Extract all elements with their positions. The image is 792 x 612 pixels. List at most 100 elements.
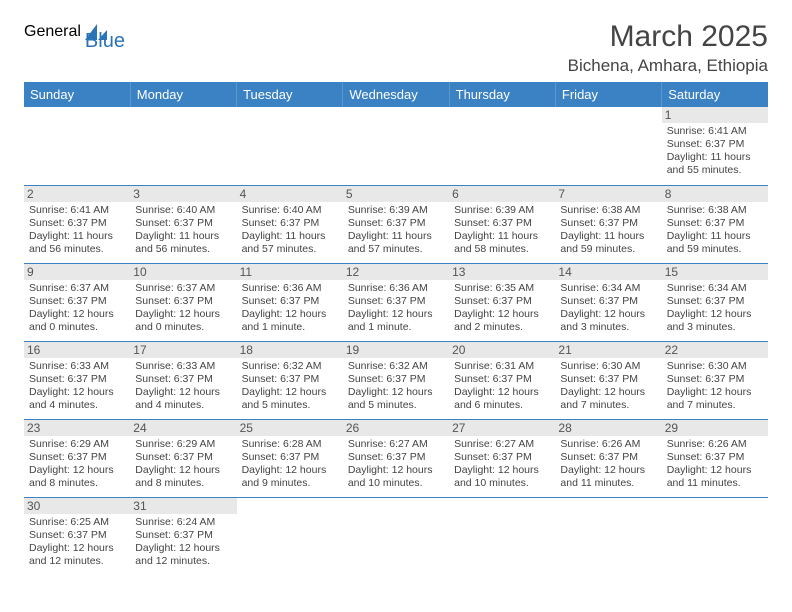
day-number: 22: [662, 342, 768, 358]
calendar-body: 1Sunrise: 6:41 AMSunset: 6:37 PMDaylight…: [24, 107, 768, 575]
day-info: Sunrise: 6:30 AMSunset: 6:37 PMDaylight:…: [667, 360, 763, 413]
calendar-cell: [449, 107, 555, 185]
day-number: 25: [237, 420, 343, 436]
calendar-table: Sunday Monday Tuesday Wednesday Thursday…: [24, 82, 768, 575]
logo: General Blue: [24, 20, 151, 43]
sunset-text: Sunset: 6:37 PM: [242, 295, 338, 308]
day-number: 10: [130, 264, 236, 280]
calendar-cell: 21Sunrise: 6:30 AMSunset: 6:37 PMDayligh…: [555, 341, 661, 419]
calendar-cell: 29Sunrise: 6:26 AMSunset: 6:37 PMDayligh…: [662, 419, 768, 497]
sunset-text: Sunset: 6:37 PM: [454, 295, 550, 308]
sunset-text: Sunset: 6:37 PM: [348, 295, 444, 308]
calendar-cell: 31 Sunrise: 6:24 AMSunset: 6:37 PMDayligh…: [130, 497, 236, 575]
daylight-text: Daylight: 12 hours and 10 minutes.: [454, 464, 550, 490]
daylight-text: Daylight: 12 hours and 5 minutes.: [348, 386, 444, 412]
day-info: Sunrise: 6:32 AMSunset: 6:37 PMDaylight:…: [242, 360, 338, 413]
sunset-text: Sunset: 6:37 PM: [667, 217, 763, 230]
sunrise-text: Sunrise: 6:27 AM: [348, 438, 444, 451]
day-info: Sunrise: 6:24 AMSunset: 6:37 PMDaylight:…: [135, 516, 231, 569]
day-number: 29: [662, 420, 768, 436]
sunrise-text: Sunrise: 6:36 AM: [348, 282, 444, 295]
calendar-cell: [343, 497, 449, 575]
calendar-cell: [237, 107, 343, 185]
calendar-cell: 12Sunrise: 6:36 AMSunset: 6:37 PMDayligh…: [343, 263, 449, 341]
daylight-text: Daylight: 12 hours and 12 minutes.: [29, 542, 125, 568]
weekday-header: Wednesday: [343, 82, 449, 107]
day-number: 18: [237, 342, 343, 358]
daylight-text: Daylight: 11 hours and 58 minutes.: [454, 230, 550, 256]
calendar-cell: 1Sunrise: 6:41 AMSunset: 6:37 PMDaylight…: [662, 107, 768, 185]
day-info: Sunrise: 6:38 AMSunset: 6:37 PMDaylight:…: [667, 204, 763, 257]
sunrise-text: Sunrise: 6:37 AM: [135, 282, 231, 295]
weekday-header: Thursday: [449, 82, 555, 107]
day-info: Sunrise: 6:39 AMSunset: 6:37 PMDaylight:…: [348, 204, 444, 257]
daylight-text: Daylight: 12 hours and 1 minute.: [348, 308, 444, 334]
header: General Blue March 2025 Bichena, Amhara,…: [24, 20, 768, 76]
daylight-text: Daylight: 12 hours and 8 minutes.: [29, 464, 125, 490]
day-info: Sunrise: 6:34 AMSunset: 6:37 PMDaylight:…: [667, 282, 763, 335]
daylight-text: Daylight: 11 hours and 59 minutes.: [560, 230, 656, 256]
day-number: 17: [130, 342, 236, 358]
weekday-header: Saturday: [662, 82, 768, 107]
calendar-cell: [662, 497, 768, 575]
day-info: Sunrise: 6:36 AMSunset: 6:37 PMDaylight:…: [242, 282, 338, 335]
sunset-text: Sunset: 6:37 PM: [135, 217, 231, 230]
day-info: Sunrise: 6:40 AMSunset: 6:37 PMDaylight:…: [135, 204, 231, 257]
calendar-row: 9Sunrise: 6:37 AMSunset: 6:37 PMDaylight…: [24, 263, 768, 341]
sunrise-text: Sunrise: 6:26 AM: [560, 438, 656, 451]
sunrise-text: Sunrise: 6:26 AM: [667, 438, 763, 451]
daylight-text: Daylight: 12 hours and 12 minutes.: [135, 542, 231, 568]
day-info: Sunrise: 6:27 AMSunset: 6:37 PMDaylight:…: [348, 438, 444, 491]
calendar-cell: 13Sunrise: 6:35 AMSunset: 6:37 PMDayligh…: [449, 263, 555, 341]
calendar-cell: 24 Sunrise: 6:29 AMSunset: 6:37 PMDayligh…: [130, 419, 236, 497]
title-block: March 2025 Bichena, Amhara, Ethiopia: [568, 20, 768, 76]
sunrise-text: Sunrise: 6:28 AM: [242, 438, 338, 451]
day-info: Sunrise: 6:37 AMSunset: 6:37 PMDaylight:…: [135, 282, 231, 335]
day-info: Sunrise: 6:35 AMSunset: 6:37 PMDaylight:…: [454, 282, 550, 335]
sunrise-text: Sunrise: 6:37 AM: [29, 282, 125, 295]
sunset-text: Sunset: 6:37 PM: [348, 373, 444, 386]
daylight-text: Daylight: 12 hours and 2 minutes.: [454, 308, 550, 334]
sunrise-text: Sunrise: 6:33 AM: [29, 360, 125, 373]
sunset-text: Sunset: 6:37 PM: [560, 451, 656, 464]
logo-text-general: General: [24, 23, 81, 41]
calendar-cell: 16Sunrise: 6:33 AMSunset: 6:37 PMDayligh…: [24, 341, 130, 419]
sunset-text: Sunset: 6:37 PM: [667, 138, 763, 151]
sunset-text: Sunset: 6:37 PM: [242, 217, 338, 230]
day-info: Sunrise: 6:27 AMSunset: 6:37 PMDaylight:…: [454, 438, 550, 491]
day-info: Sunrise: 6:41 AMSunset: 6:37 PMDaylight:…: [29, 204, 125, 257]
sunrise-text: Sunrise: 6:30 AM: [667, 360, 763, 373]
day-info: Sunrise: 6:26 AMSunset: 6:37 PMDaylight:…: [560, 438, 656, 491]
sunrise-text: Sunrise: 6:27 AM: [454, 438, 550, 451]
daylight-text: Daylight: 11 hours and 56 minutes.: [29, 230, 125, 256]
sunset-text: Sunset: 6:37 PM: [348, 451, 444, 464]
sunrise-text: Sunrise: 6:29 AM: [29, 438, 125, 451]
day-info: Sunrise: 6:39 AMSunset: 6:37 PMDaylight:…: [454, 204, 550, 257]
day-number: 6: [449, 186, 555, 202]
sunrise-text: Sunrise: 6:33 AM: [135, 360, 231, 373]
day-number: 8: [662, 186, 768, 202]
calendar-cell: 19Sunrise: 6:32 AMSunset: 6:37 PMDayligh…: [343, 341, 449, 419]
daylight-text: Daylight: 12 hours and 5 minutes.: [242, 386, 338, 412]
sunrise-text: Sunrise: 6:32 AM: [348, 360, 444, 373]
sunrise-text: Sunrise: 6:40 AM: [135, 204, 231, 217]
day-number: 28: [555, 420, 661, 436]
calendar-cell: 6 Sunrise: 6:39 AMSunset: 6:37 PMDaylight…: [449, 185, 555, 263]
weekday-header: Friday: [555, 82, 661, 107]
day-number: 31: [130, 498, 236, 514]
sunset-text: Sunset: 6:37 PM: [667, 373, 763, 386]
sunset-text: Sunset: 6:37 PM: [135, 373, 231, 386]
sunrise-text: Sunrise: 6:36 AM: [242, 282, 338, 295]
location: Bichena, Amhara, Ethiopia: [568, 56, 768, 76]
day-info: Sunrise: 6:29 AMSunset: 6:37 PMDaylight:…: [135, 438, 231, 491]
daylight-text: Daylight: 11 hours and 57 minutes.: [348, 230, 444, 256]
sunset-text: Sunset: 6:37 PM: [454, 451, 550, 464]
day-number: 24: [130, 420, 236, 436]
day-info: Sunrise: 6:29 AMSunset: 6:37 PMDaylight:…: [29, 438, 125, 491]
sunrise-text: Sunrise: 6:32 AM: [242, 360, 338, 373]
daylight-text: Daylight: 12 hours and 3 minutes.: [667, 308, 763, 334]
day-number: 4: [237, 186, 343, 202]
calendar-cell: 18 Sunrise: 6:32 AMSunset: 6:37 PMDayligh…: [237, 341, 343, 419]
sunrise-text: Sunrise: 6:39 AM: [348, 204, 444, 217]
calendar-cell: 4Sunrise: 6:40 AMSunset: 6:37 PMDaylight…: [237, 185, 343, 263]
